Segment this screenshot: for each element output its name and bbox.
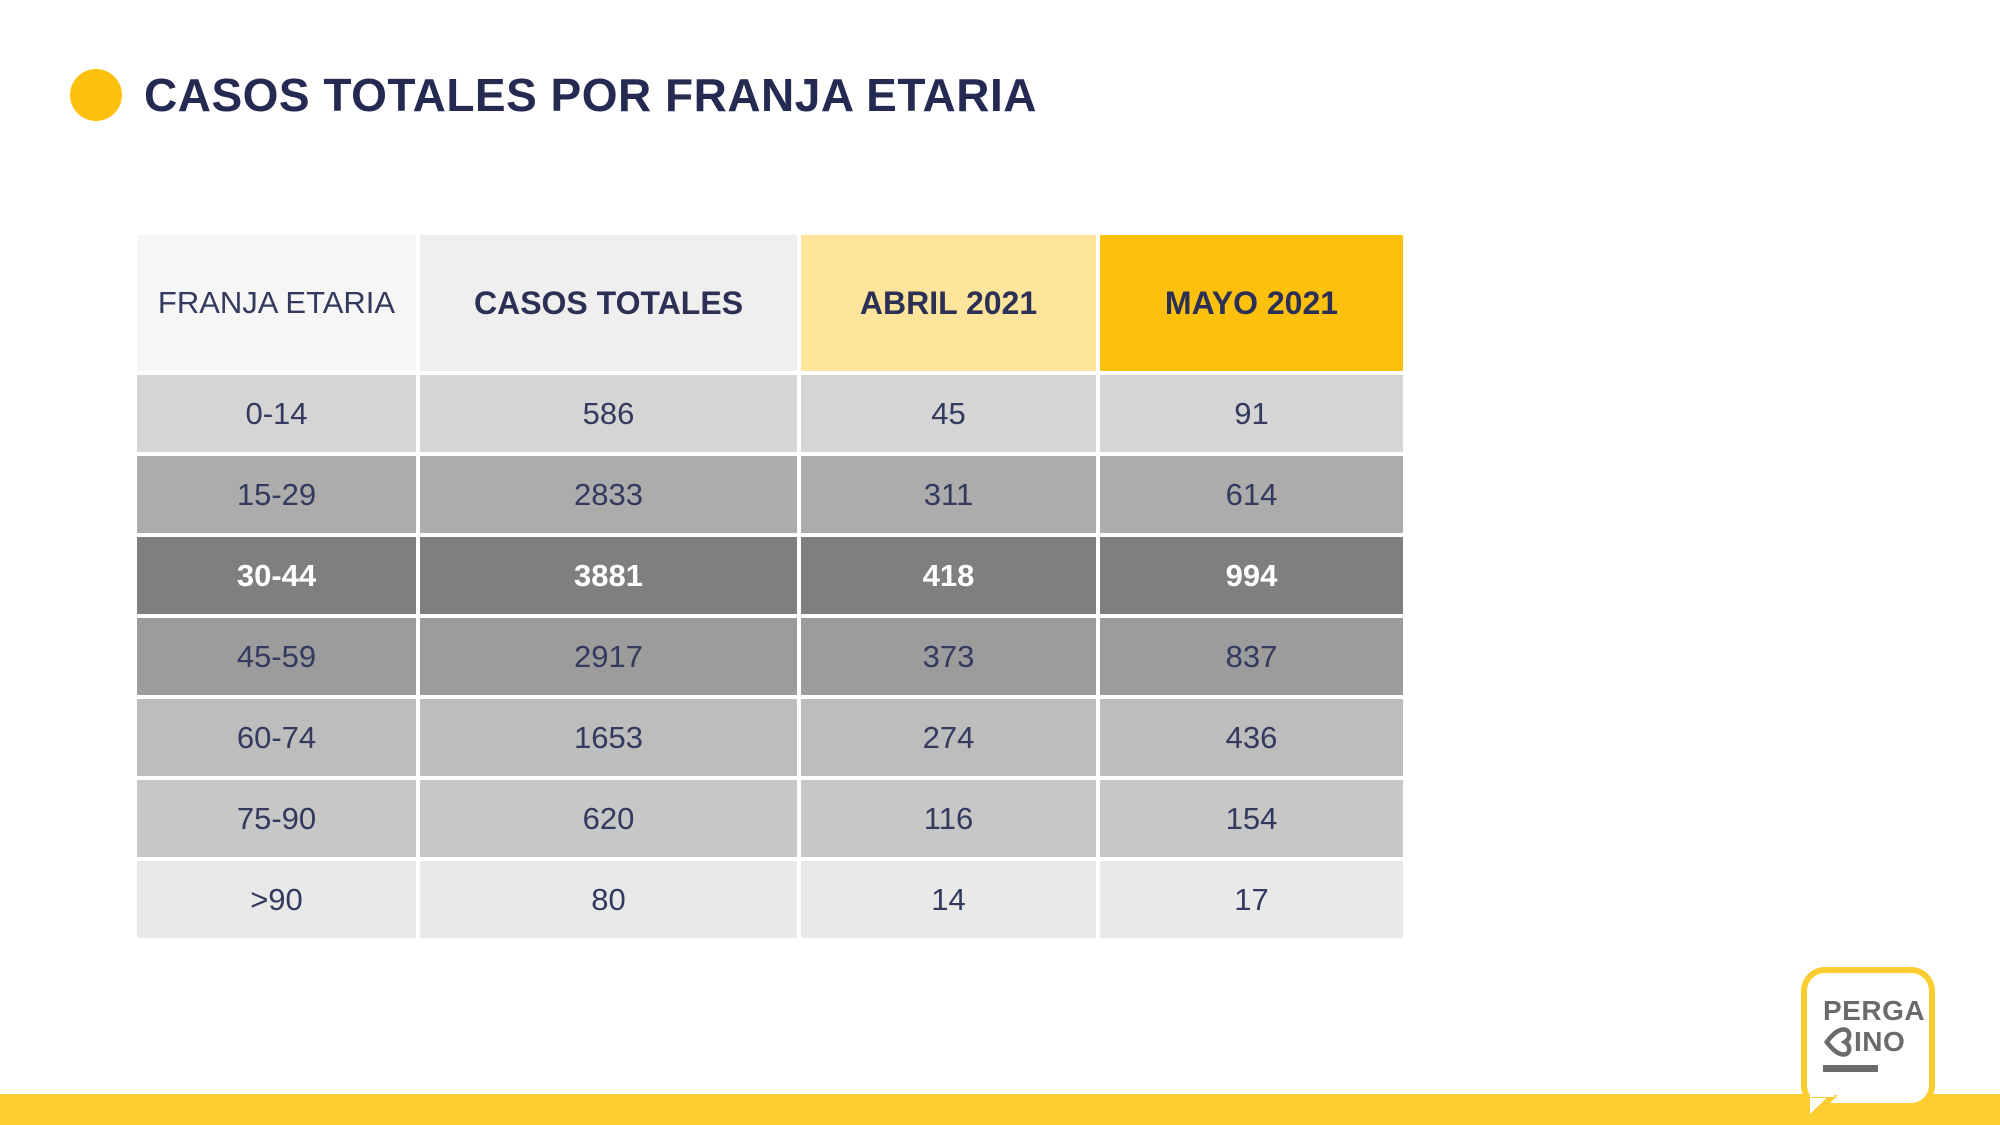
heart-outline-icon <box>1824 1026 1852 1057</box>
col-header-mayo-2021: MAYO 2021 <box>1100 235 1403 371</box>
table-cell: 154 <box>1100 780 1403 857</box>
table-cell: 17 <box>1100 861 1403 938</box>
page-title: CASOS TOTALES POR FRANJA ETARIA <box>144 69 1037 121</box>
footer-bar <box>0 1094 2000 1125</box>
logo-underline <box>1823 1065 1878 1072</box>
table-cell: >90 <box>137 861 416 938</box>
table-cell: 311 <box>801 456 1096 533</box>
logo-wordmark: PERGA INO <box>1823 995 1925 1072</box>
table-cell: 373 <box>801 618 1096 695</box>
col-header-franja-etaria: FRANJA ETARIA <box>137 235 416 371</box>
table-cell: 60-74 <box>137 699 416 776</box>
table-cell: 80 <box>420 861 797 938</box>
table-cell: 91 <box>1100 375 1403 452</box>
table-cell: 586 <box>420 375 797 452</box>
logo-line2-text: INO <box>1854 1026 1906 1057</box>
table-cell-max-row: 3881 <box>420 537 797 614</box>
col-header-abril-2021: ABRIL 2021 <box>801 235 1096 371</box>
logo-bubble-outline <box>1801 967 1935 1109</box>
table-cell: 614 <box>1100 456 1403 533</box>
table-cell: 116 <box>801 780 1096 857</box>
table-cell-max-row: 994 <box>1100 537 1403 614</box>
logo-line1: PERGA <box>1823 995 1926 1026</box>
table-cell: 45 <box>801 375 1096 452</box>
table-cell: 274 <box>801 699 1096 776</box>
title-block: CASOS TOTALES POR FRANJA ETARIA <box>70 68 1037 122</box>
logo-bubble-tail <box>1804 1095 1837 1124</box>
table-cell: 75-90 <box>137 780 416 857</box>
table-cell: 620 <box>420 780 797 857</box>
table-cell-max-row: 30-44 <box>137 537 416 614</box>
table-cell: 14 <box>801 861 1096 938</box>
col-header-casos-totales: CASOS TOTALES <box>420 235 797 371</box>
cases-by-age-table: FRANJA ETARIA CASOS TOTALES ABRIL 2021 M… <box>137 235 1403 938</box>
table-cell: 436 <box>1100 699 1403 776</box>
table-cell-max-row: 418 <box>801 537 1096 614</box>
table-cell: 2917 <box>420 618 797 695</box>
table-cell: 1653 <box>420 699 797 776</box>
table-cell: 15-29 <box>137 456 416 533</box>
table-cell: 45-59 <box>137 618 416 695</box>
table-cell: 0-14 <box>137 375 416 452</box>
pergamino-logo: PERGA INO <box>1801 967 1935 1124</box>
logo-line2: INO <box>1823 1026 1925 1057</box>
table-cell: 837 <box>1100 618 1403 695</box>
bullet-circle-icon <box>70 69 122 121</box>
table-cell: 2833 <box>420 456 797 533</box>
